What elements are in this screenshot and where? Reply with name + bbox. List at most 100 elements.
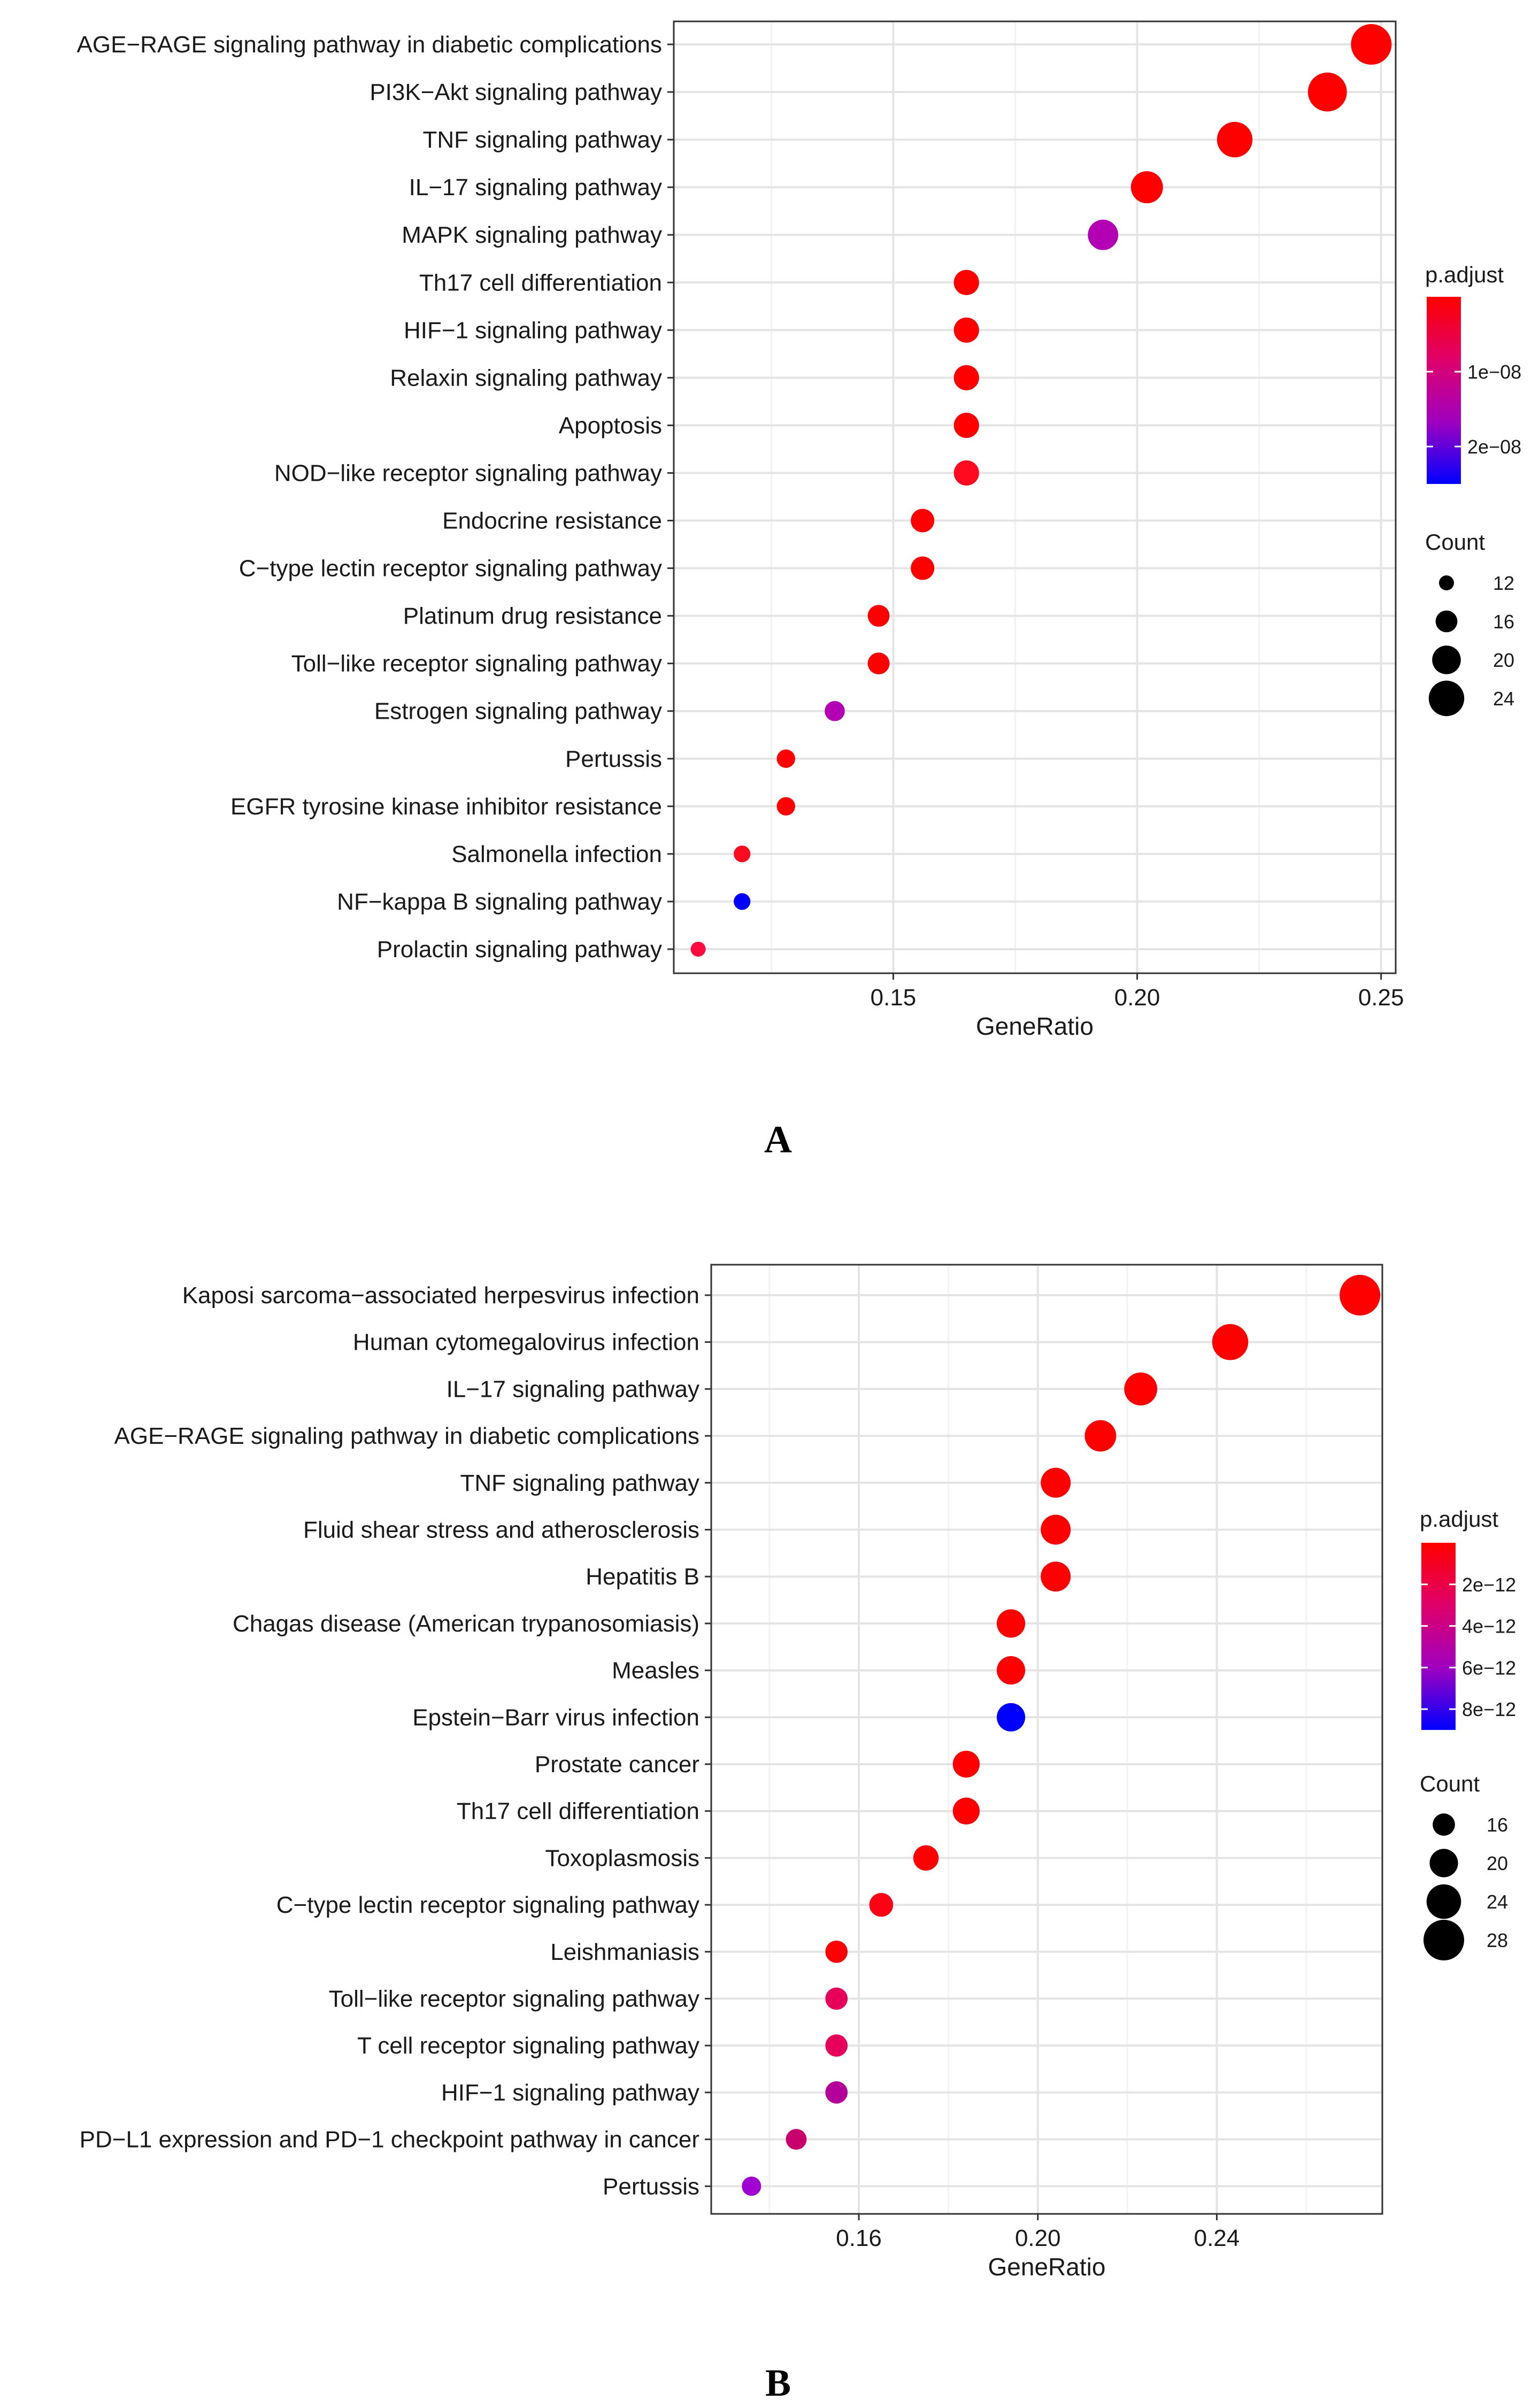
y-tick-label: TNF signaling pathway bbox=[460, 1470, 699, 1496]
data-point bbox=[952, 1750, 980, 1778]
data-point bbox=[953, 412, 979, 438]
y-tick-label: Chagas disease (American trypanosomiasis… bbox=[233, 1611, 699, 1637]
size-legend-label: 16 bbox=[1487, 1814, 1508, 1836]
colorbar-tick-label: 1e−08 bbox=[1467, 361, 1521, 383]
data-point bbox=[867, 652, 890, 675]
x-tick-label: 0.20 bbox=[1114, 984, 1160, 1011]
y-tick-label: Toll−like receptor signaling pathway bbox=[291, 651, 662, 677]
size-legend-circle bbox=[1429, 1849, 1458, 1878]
data-point bbox=[1041, 1514, 1071, 1545]
data-point bbox=[825, 701, 845, 721]
size-legend-label: 20 bbox=[1493, 649, 1514, 671]
plot-border bbox=[673, 20, 1397, 974]
y-tick-label: Platinum drug resistance bbox=[403, 603, 662, 629]
x-axis-title: GeneRatio bbox=[976, 1012, 1094, 1040]
data-point bbox=[734, 893, 751, 910]
data-point bbox=[1041, 1561, 1071, 1592]
colorbar-tick-label: 2e−12 bbox=[1462, 1574, 1516, 1596]
size-legend-circle bbox=[1428, 680, 1465, 717]
y-tick-label: IL−17 signaling pathway bbox=[409, 174, 662, 201]
y-tick-label: Prolactin signaling pathway bbox=[377, 936, 662, 963]
colorbar-tick-label: 8e−12 bbox=[1462, 1698, 1516, 1720]
data-point bbox=[825, 1987, 848, 2010]
data-point bbox=[953, 317, 979, 343]
data-point bbox=[1351, 24, 1392, 65]
data-point bbox=[776, 749, 795, 768]
y-tick-label: Apoptosis bbox=[559, 412, 662, 438]
panel-a: AGE−RAGE signaling pathway in diabetic c… bbox=[77, 20, 1521, 1161]
y-tick-label: Epstein−Barr virus infection bbox=[412, 1704, 699, 1730]
size-legend-circle bbox=[1426, 1884, 1461, 1919]
y-tick-label: PI3K−Akt signaling pathway bbox=[370, 79, 662, 105]
data-point bbox=[1307, 72, 1347, 112]
data-point bbox=[1041, 1467, 1071, 1498]
panel-b: Kaposi sarcoma−associated herpesvirus in… bbox=[80, 1264, 1516, 2404]
data-point bbox=[996, 1656, 1026, 1685]
y-tick-label: Human cytomegalovirus infection bbox=[353, 1329, 699, 1356]
data-point bbox=[776, 797, 795, 816]
data-point bbox=[996, 1609, 1026, 1638]
y-tick-label: Pertussis bbox=[565, 746, 662, 772]
y-tick-label: IL−17 signaling pathway bbox=[447, 1376, 699, 1402]
y-tick-label: Hepatitis B bbox=[586, 1564, 699, 1590]
data-point bbox=[742, 2176, 761, 2196]
y-tick-label: C−type lectin receptor signaling pathway bbox=[239, 556, 662, 582]
y-tick-label: NOD−like receptor signaling pathway bbox=[274, 460, 662, 486]
y-tick-label: EGFR tyrosine kinase inhibitor resistanc… bbox=[230, 794, 662, 820]
y-tick-label: Measles bbox=[612, 1658, 699, 1684]
size-legend-label: 24 bbox=[1487, 1891, 1508, 1913]
x-tick-label: 0.15 bbox=[871, 984, 917, 1011]
y-tick-label: PD−L1 expression and PD−1 checkpoint pat… bbox=[80, 2127, 699, 2153]
data-point bbox=[1124, 1372, 1158, 1406]
data-point bbox=[1084, 1420, 1117, 1452]
colorbar-tick-label: 6e−12 bbox=[1462, 1657, 1516, 1679]
data-point bbox=[1340, 1275, 1381, 1315]
size-legend-label: 20 bbox=[1487, 1852, 1508, 1874]
y-tick-label: Th17 cell differentiation bbox=[419, 270, 662, 296]
y-tick-label: Th17 cell differentiation bbox=[457, 1798, 699, 1825]
plot-border bbox=[710, 1264, 1383, 2215]
colorbar-tick-label: 2e−08 bbox=[1467, 436, 1521, 458]
y-tick-label: Salmonella infection bbox=[451, 841, 662, 867]
y-tick-label: AGE−RAGE signaling pathway in diabetic c… bbox=[114, 1423, 699, 1449]
color-legend-title: p.adjust bbox=[1420, 1506, 1498, 1532]
size-legend-circle bbox=[1439, 575, 1454, 590]
y-tick-label: HIF−1 signaling pathway bbox=[404, 317, 662, 343]
size-legend-circle bbox=[1435, 610, 1458, 633]
data-point bbox=[1130, 171, 1163, 204]
y-tick-label: NF−kappa B signaling pathway bbox=[337, 889, 662, 915]
data-point bbox=[913, 1845, 939, 1871]
data-point bbox=[869, 1892, 894, 1917]
colorbar bbox=[1427, 297, 1461, 484]
data-point bbox=[825, 2081, 848, 2104]
panel-label: A bbox=[764, 1118, 792, 1161]
data-point bbox=[953, 270, 979, 295]
data-point bbox=[825, 2034, 848, 2057]
y-tick-label: Toxoplasmosis bbox=[545, 1845, 699, 1871]
data-point bbox=[786, 2129, 807, 2150]
data-point bbox=[953, 460, 979, 486]
y-tick-label: MAPK signaling pathway bbox=[402, 222, 662, 248]
colorbar-tick-label: 4e−12 bbox=[1462, 1615, 1516, 1637]
y-tick-label: Toll−like receptor signaling pathway bbox=[329, 1986, 699, 2012]
data-point bbox=[952, 1797, 980, 1825]
data-point bbox=[867, 605, 890, 627]
data-point bbox=[953, 365, 979, 390]
data-point bbox=[1217, 121, 1253, 158]
y-tick-label: AGE−RAGE signaling pathway in diabetic c… bbox=[77, 32, 662, 58]
y-tick-label: HIF−1 signaling pathway bbox=[441, 2080, 699, 2106]
panel-label: B bbox=[765, 2361, 791, 2404]
x-tick-label: 0.24 bbox=[1194, 2225, 1240, 2251]
y-tick-label: Fluid shear stress and atherosclerosis bbox=[303, 1517, 699, 1543]
y-tick-label: Relaxin signaling pathway bbox=[390, 365, 662, 391]
data-point bbox=[1212, 1324, 1249, 1360]
y-tick-label: T cell receptor signaling pathway bbox=[357, 2033, 699, 2059]
x-tick-label: 0.16 bbox=[836, 2225, 882, 2251]
size-legend-title: Count bbox=[1420, 1771, 1480, 1796]
data-point bbox=[825, 1940, 848, 1963]
size-legend-circle bbox=[1423, 1920, 1464, 1960]
size-legend-circle bbox=[1432, 645, 1461, 674]
size-legend-title: Count bbox=[1425, 529, 1485, 555]
